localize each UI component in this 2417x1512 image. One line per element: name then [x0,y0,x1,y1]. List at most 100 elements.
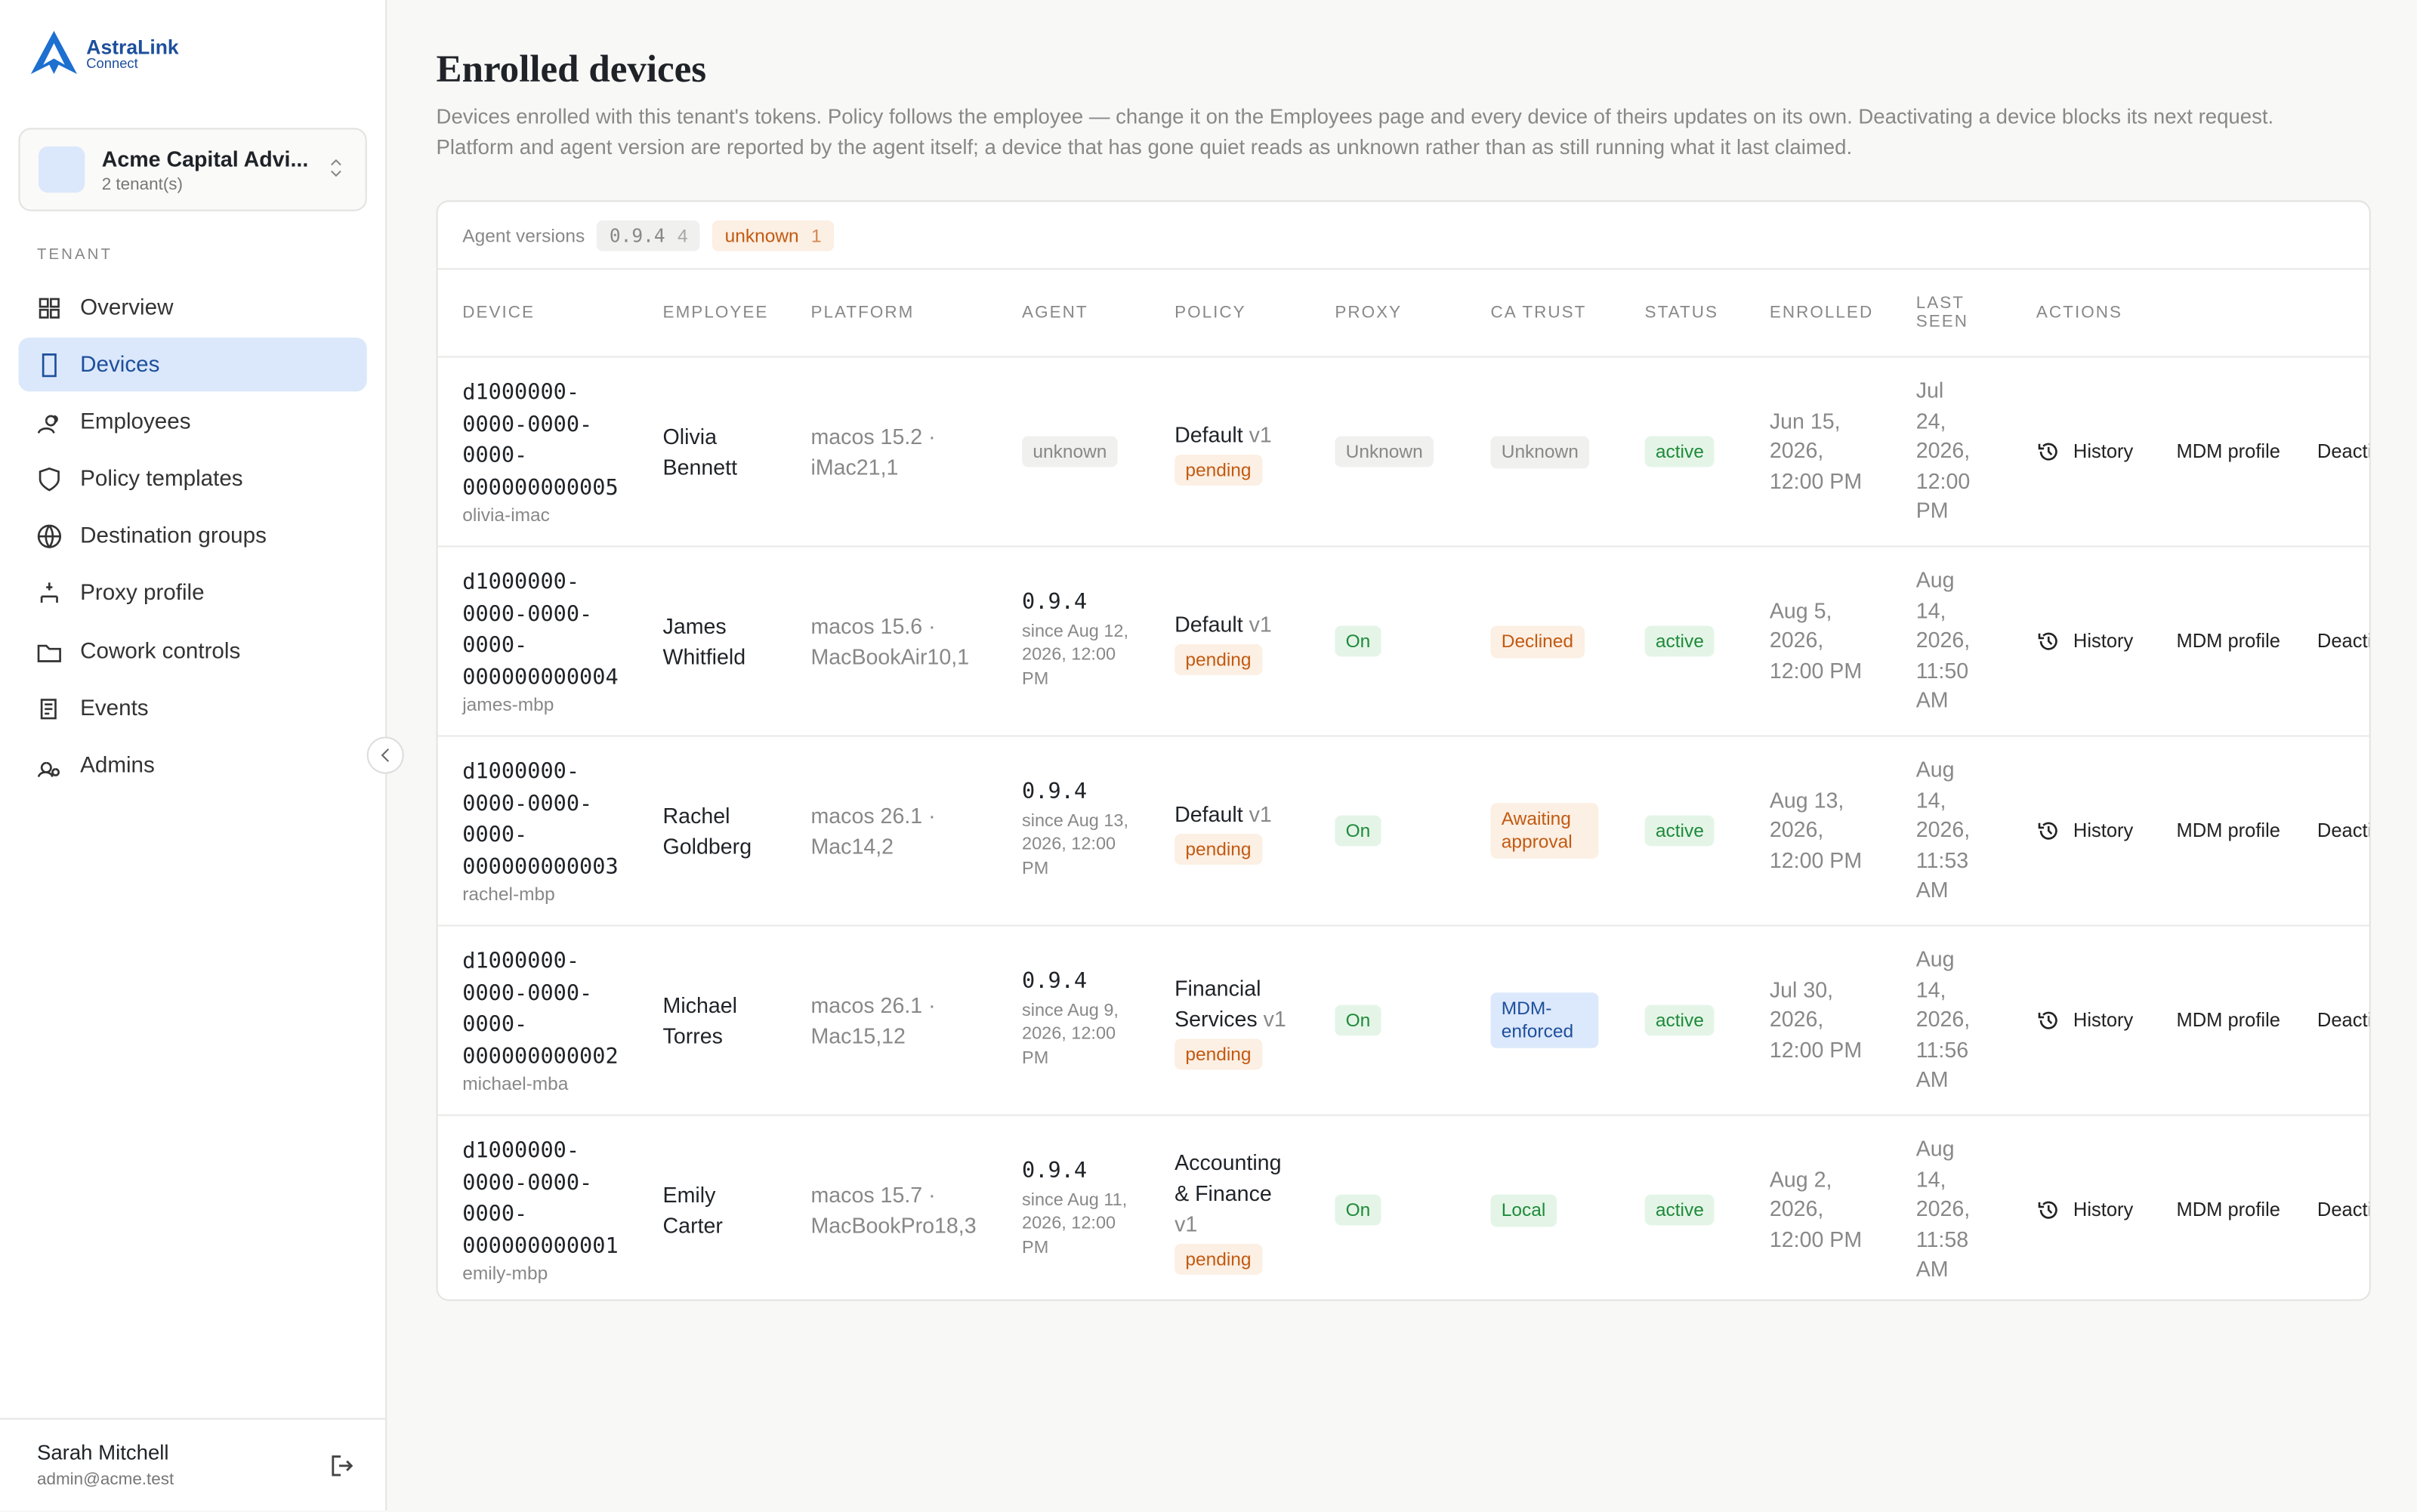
device-id: d1000000-0000-0000-0000-000000000003 [462,760,619,880]
employee: Michael Torres [662,992,738,1048]
action-button[interactable]: MDM profile [2176,631,2280,653]
action-button[interactable]: History [2036,1008,2133,1033]
agent-version: unknown [1022,436,1118,467]
policy-cell: Accounting & Finance v1 pending [1175,1115,1335,1300]
action-label: History [2073,1199,2134,1221]
action-label: MDM profile [2176,819,2280,842]
nav-label: Overview [80,295,174,320]
icon [37,761,60,778]
last-seen: Aug 14, 2026, 11:58 AM [1915,1136,1971,1282]
icon [2038,1201,2057,1219]
collapse-sidebar[interactable] [366,736,404,774]
action-button[interactable]: MDM profile [2176,820,2280,842]
action-button[interactable]: MDM profile [2176,441,2280,463]
platform: macos 15.6 · MacBookAir10,1 [810,613,970,669]
platform-cell: macos 26.1 · Mac14,2 [810,736,1023,927]
nav-item[interactable]: Devices [18,338,367,392]
action-button[interactable]: Deactivate [2317,1199,2369,1221]
nav-label: Cowork controls [80,639,241,664]
version: unknown [724,224,799,246]
icon [39,297,60,318]
employee-cell: Rachel Goldberg [662,736,811,927]
policy-version: v1 [1175,1211,1198,1236]
logout[interactable] [330,1453,355,1478]
nav-item[interactable]: Events [18,682,366,736]
status-badge: active [1644,625,1715,657]
nav-item[interactable]: Destination groups [18,510,366,563]
nav-item[interactable]: Admins [18,739,366,793]
column-header: PLATFORM [810,270,1023,358]
nav-section: TENANT [36,246,113,264]
agent-version: 0.9.4 [1022,590,1088,615]
status-cell: active [1644,1115,1770,1300]
tenant-icon [39,146,85,193]
action-label: Deactivate [2317,1199,2369,1221]
icon [40,583,58,603]
policy-state: pending [1175,1242,1262,1274]
nav-label: Policy templates [80,467,243,492]
column-header: STATUS [1644,270,1770,358]
action-label: MDM profile [2176,1009,2280,1032]
enrolled: Aug 13, 2026, 12:00 PM [1769,787,1863,872]
proxy-badge: On [1335,1194,1381,1226]
version-chip: unknown 1 [712,219,834,251]
agent-since: since Aug 11, 2026, 12:00 PM [1022,1191,1128,1257]
device-cell: d1000000-0000-0000-0000-000000000003 rach… [437,736,663,927]
nav-item[interactable]: Employees [18,395,366,449]
enrolled-cell: Aug 2, 2026, 12:00 PM [1769,1115,1916,1300]
nav-item[interactable]: Cowork controls [18,625,366,678]
ca-trust-cell: Local [1490,1115,1645,1300]
nav: Overview Devices Employees Policy templates… [18,280,367,796]
proxy-badge: On [1335,815,1381,847]
version-chip: 0.9.4 4 [597,219,700,251]
logo [30,30,78,74]
policy-name: Default [1175,611,1243,636]
action-button[interactable]: History [2036,819,2133,844]
last-seen: Jul 24, 2026, 12:00 PM [1915,378,1971,523]
icon [2038,1011,2057,1029]
actions: History MDM profile Deactivate [2036,1008,2369,1033]
icon [40,698,57,719]
platform-cell: macos 26.1 · Mac15,12 [810,925,1023,1116]
action-button[interactable]: MDM profile [2176,1199,2280,1221]
policy: Default v1 [1175,608,1298,639]
policy-version: v1 [1263,1005,1286,1031]
action-button[interactable]: Deactivate [2317,1010,2369,1032]
nav-item[interactable]: Proxy profile [18,567,366,621]
action-button[interactable]: History [2036,629,2133,654]
column-header: AGENT [1022,270,1175,358]
nav-item[interactable]: Policy templates [18,452,366,506]
devices-table: DEVICE EMPLOYEE PLATFORM AGENT POLICY PROXY CA… [437,270,2369,1300]
agent-cell: unknown [1022,356,1175,548]
employee-cell: Olivia Bennett [662,356,811,548]
action-label: Deactivate [2317,440,2369,463]
policy: Accounting & Finance v1 [1175,1146,1298,1238]
action-button[interactable]: Deactivate [2317,441,2369,463]
collapse-icon [381,748,390,762]
action-button[interactable]: MDM profile [2176,1010,2280,1032]
action-button[interactable]: History [2036,1198,2133,1223]
enrolled: Jul 30, 2026, 12:00 PM [1769,977,1863,1062]
nav-label: Admins [80,753,155,779]
column-header: CA TRUST [1490,270,1645,358]
sidebar: AstraLink Connect Acme Capital Advi... 2 … [0,0,387,1510]
employee-cell: James Whitfield [662,546,811,737]
tenant-switcher[interactable]: Acme Capital Advi... 2 tenant(s) [18,128,367,211]
ca-trust-cell: Declined [1490,546,1645,737]
device-row: d1000000-0000-0000-0000-000000000003 rach… [437,736,2369,927]
action-button[interactable]: Deactivate [2317,631,2369,653]
actions-cell: History MDM profile Deactivate [2036,736,2369,927]
action-button[interactable]: Deactivate [2317,820,2369,842]
nav-item[interactable]: Overview [18,280,366,334]
proxy-badge: On [1335,625,1381,657]
nav-label: Devices [80,352,160,378]
proxy-cell: On [1335,1115,1491,1300]
status-cell: active [1644,356,1770,548]
ca-trust-badge: MDM-enforced [1490,992,1599,1048]
last-seen: Aug 14, 2026, 11:50 AM [1915,567,1971,713]
ca-trust-cell: Unknown [1490,356,1645,548]
ca-trust-cell: MDM-enforced [1490,925,1645,1116]
action-button[interactable]: History [2036,440,2133,464]
action-label: History [2073,440,2134,463]
